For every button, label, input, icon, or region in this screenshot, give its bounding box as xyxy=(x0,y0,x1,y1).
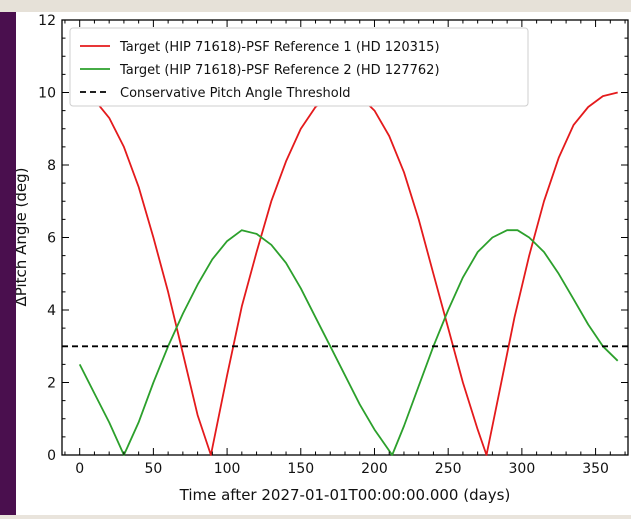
side-panel xyxy=(0,12,16,515)
figure: 0 50 100 150 200 250 300 350 0 2 4 6 8 10 12 Target (H… xyxy=(12,12,631,515)
x-tick-label: 250 xyxy=(435,461,462,477)
line-chart: 0 50 100 150 200 250 300 350 0 2 4 6 8 10 12 Target (H… xyxy=(12,13,629,504)
legend-label-threshold: Conservative Pitch Angle Threshold xyxy=(120,86,351,101)
y-axis-label: ΔPitch Angle (deg) xyxy=(16,168,30,307)
legend-box xyxy=(69,27,529,107)
series-line-1 xyxy=(78,229,619,456)
legend-label-ref1: Target (HIP 71618)-PSF Reference 1 (HD 1… xyxy=(119,40,440,55)
plot-area: 0 50 100 150 200 250 300 350 0 2 4 6 8 10 12 Target (H… xyxy=(38,13,629,477)
legend: Target (HIP 71618)-PSF Reference 1 (HD 1… xyxy=(69,27,529,107)
y-tick-label: 12 xyxy=(38,13,56,29)
x-tick-label: 100 xyxy=(214,461,241,477)
x-tick-label: 200 xyxy=(361,461,388,477)
x-tick-label: 0 xyxy=(75,461,84,477)
x-tick-label: 50 xyxy=(144,461,162,477)
y-tick-label: 2 xyxy=(47,376,56,392)
x-tick-label: 350 xyxy=(582,461,609,477)
x-tick-label: 150 xyxy=(287,461,314,477)
top-strip xyxy=(0,0,631,12)
legend-label-ref2: Target (HIP 71618)-PSF Reference 2 (HD 1… xyxy=(119,63,440,78)
y-tick-label: 0 xyxy=(47,448,56,464)
y-tick-label: 10 xyxy=(38,86,56,102)
x-axis-label: Time after 2027-01-01T00:00:00.000 (days… xyxy=(179,486,511,504)
y-tick-label: 6 xyxy=(47,231,56,247)
y-tick-label: 4 xyxy=(47,303,56,319)
series-layer xyxy=(62,91,628,456)
ticks-layer: 0 50 100 150 200 250 300 350 0 2 4 6 8 10 12 xyxy=(38,13,628,477)
x-tick-label: 300 xyxy=(509,461,536,477)
series-line-0 xyxy=(79,91,618,456)
y-tick-label: 8 xyxy=(47,158,56,174)
